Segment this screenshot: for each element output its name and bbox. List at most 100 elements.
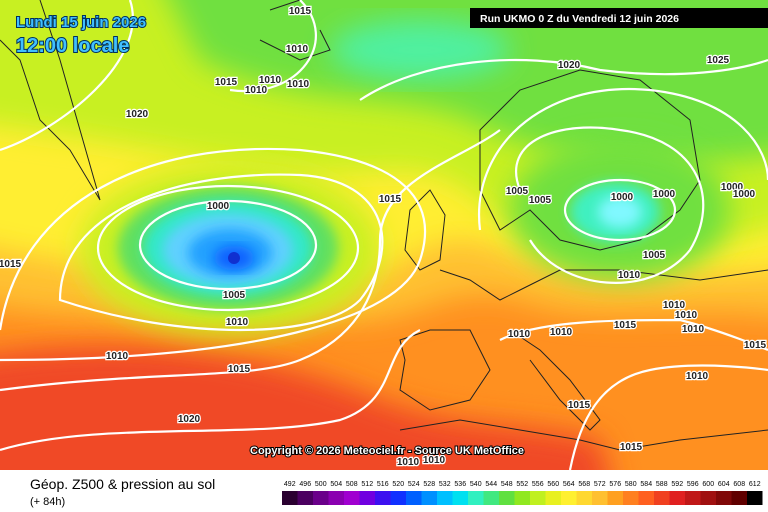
scale-label: 604 xyxy=(718,481,730,488)
scale-swatch xyxy=(344,491,360,505)
scale-label: 612 xyxy=(749,481,761,488)
scale-swatch xyxy=(483,491,499,505)
scale-swatch xyxy=(607,491,623,505)
scale-label: 544 xyxy=(485,481,497,488)
scale-label: 576 xyxy=(609,481,621,488)
scale-swatch xyxy=(700,491,716,505)
run-info: Run UKMO 0 Z du Vendredi 12 juin 2026 xyxy=(480,13,679,25)
isobar-label: 1010 xyxy=(508,329,531,340)
isobar-label: 1015 xyxy=(379,194,402,205)
scale-label: 552 xyxy=(516,481,528,488)
field-band xyxy=(228,252,240,264)
isobar-label: 1015 xyxy=(0,259,22,270)
scale-swatch xyxy=(468,491,484,505)
isobar-label: 1015 xyxy=(568,400,591,411)
scale-swatch xyxy=(499,491,515,505)
isobar-label: 1010 xyxy=(106,351,129,362)
scale-label: 588 xyxy=(656,481,668,488)
scale-swatch xyxy=(638,491,654,505)
isobar xyxy=(477,87,768,231)
isobar-label: 1000 xyxy=(653,189,676,200)
scale-swatch xyxy=(406,491,422,505)
field-band xyxy=(598,196,642,228)
greenland xyxy=(0,0,101,201)
isobar-label: 1010 xyxy=(686,371,709,382)
scandinavia xyxy=(479,69,701,251)
isobar-label: 1010 xyxy=(287,79,310,90)
scale-swatch xyxy=(731,491,747,505)
scale-swatch xyxy=(421,491,437,505)
scale-swatch xyxy=(545,491,561,505)
isobar-label: 1015 xyxy=(620,442,643,453)
coastlines xyxy=(0,0,768,451)
scale-swatch xyxy=(282,491,298,505)
scale-label: 548 xyxy=(501,481,513,488)
isobar-label: 1015 xyxy=(289,6,312,17)
isobar-label: 1015 xyxy=(614,320,637,331)
scale-label: 556 xyxy=(532,481,544,488)
isobar xyxy=(0,147,426,362)
scale-swatch xyxy=(561,491,577,505)
scale-swatch xyxy=(437,491,453,505)
isobar-label: 1010 xyxy=(226,317,249,328)
isobar xyxy=(563,178,677,242)
forecast-date: Lundi 15 juin 2026 xyxy=(16,14,146,31)
isobar-label: 1010 xyxy=(259,75,282,86)
isobar xyxy=(138,199,318,291)
legend-lead: (+ 84h) xyxy=(30,496,65,508)
isobar-label: 1000 xyxy=(721,182,744,193)
isobar-label: 1000 xyxy=(611,192,634,203)
scale-label: 528 xyxy=(423,481,435,488)
scale-label: 580 xyxy=(625,481,637,488)
scale-swatch xyxy=(669,491,685,505)
scale-label: 536 xyxy=(454,481,466,488)
isobar-label: 1020 xyxy=(178,414,201,425)
isobar-label: 1010 xyxy=(550,327,573,338)
field-band xyxy=(170,0,768,163)
isobar-label: 1010 xyxy=(423,455,446,466)
scale-swatch xyxy=(514,491,530,505)
isobar-label: 1005 xyxy=(506,186,529,197)
isobar xyxy=(96,184,360,312)
scale-label: 512 xyxy=(361,481,373,488)
scale-label: 500 xyxy=(315,481,327,488)
scale-label: 492 xyxy=(284,481,296,488)
isobar-label: 1000 xyxy=(733,189,756,200)
mediterranean xyxy=(399,329,768,451)
scale-swatch xyxy=(313,491,329,505)
scale-swatch xyxy=(375,491,391,505)
isobar xyxy=(0,129,501,392)
scale-label: 516 xyxy=(377,481,389,488)
scale-label: 600 xyxy=(702,481,714,488)
isobar xyxy=(359,58,768,101)
isobar-label: 1005 xyxy=(223,290,246,301)
scale-swatch xyxy=(685,491,701,505)
isobar-lines xyxy=(0,0,768,470)
scale-label: 564 xyxy=(563,481,575,488)
isobar xyxy=(514,126,705,284)
europe xyxy=(399,269,768,411)
scale-label: 532 xyxy=(439,481,451,488)
isobar-label: 1010 xyxy=(682,324,705,335)
scale-label: 560 xyxy=(547,481,559,488)
scale-swatch xyxy=(530,491,546,505)
scale-label: 572 xyxy=(594,481,606,488)
isobar xyxy=(499,318,768,470)
scale-label: 608 xyxy=(733,481,745,488)
scale-swatch xyxy=(328,491,344,505)
isobar-label: 1010 xyxy=(397,457,420,468)
scale-label: 592 xyxy=(671,481,683,488)
scale-swatch xyxy=(592,491,608,505)
scale-swatch xyxy=(716,491,732,505)
scale-swatch xyxy=(654,491,670,505)
isobar xyxy=(0,0,317,152)
scale-label: 504 xyxy=(330,481,342,488)
iceland xyxy=(259,0,331,61)
isobar-label: 1020 xyxy=(558,60,581,71)
isobar-label: 1000 xyxy=(207,201,230,212)
scale-label: 496 xyxy=(299,481,311,488)
isobar xyxy=(58,173,384,332)
scale-label: 524 xyxy=(408,481,420,488)
scale-label: 584 xyxy=(640,481,652,488)
